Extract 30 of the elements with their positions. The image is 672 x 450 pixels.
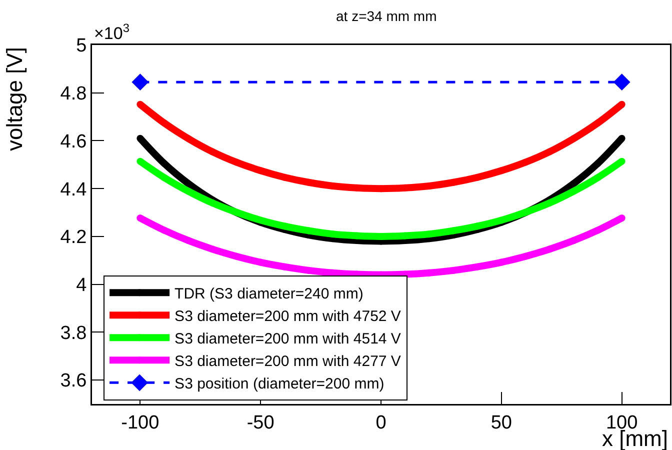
legend-label: S3 diameter=200 mm with 4277 V — [174, 353, 401, 370]
legend-label: TDR (S3 diameter=240 mm) — [174, 286, 364, 303]
x-tick-label: -50 — [246, 412, 274, 434]
point — [613, 74, 630, 91]
x-tick-label: 50 — [490, 412, 512, 434]
point — [618, 100, 626, 108]
point — [132, 74, 149, 91]
y-tick-label: 4.8 — [60, 84, 87, 105]
y-tick-label: 5 — [76, 36, 87, 57]
y-tick-label: 4.4 — [60, 179, 88, 200]
y-tick-label: 4.2 — [60, 227, 87, 248]
chart-title: at z=34 mm mm — [336, 8, 437, 24]
x-tick-label: -100 — [121, 412, 160, 434]
y-tick-label: 4 — [76, 274, 88, 296]
point — [618, 134, 626, 142]
point — [136, 134, 144, 142]
x-tick-label: 0 — [376, 412, 386, 434]
legend-label: S3 diameter=200 mm with 4514 V — [174, 330, 401, 348]
text: ×10$^{3}$ — [94, 21, 130, 44]
y-tick-label: 3.6 — [60, 370, 87, 392]
point — [136, 158, 144, 165]
point — [136, 214, 144, 222]
legend-label: S3 diameter=200 mm with 4752 V — [174, 308, 401, 326]
y-axis-title: voltage [V] — [2, 47, 27, 151]
legend-label: S3 position (diameter=200 mm) — [174, 376, 384, 393]
y-tick-label: 4.6 — [60, 131, 87, 152]
point — [618, 214, 626, 222]
point — [136, 100, 144, 108]
point — [618, 158, 626, 165]
y-tick-label: 3.8 — [60, 322, 87, 344]
